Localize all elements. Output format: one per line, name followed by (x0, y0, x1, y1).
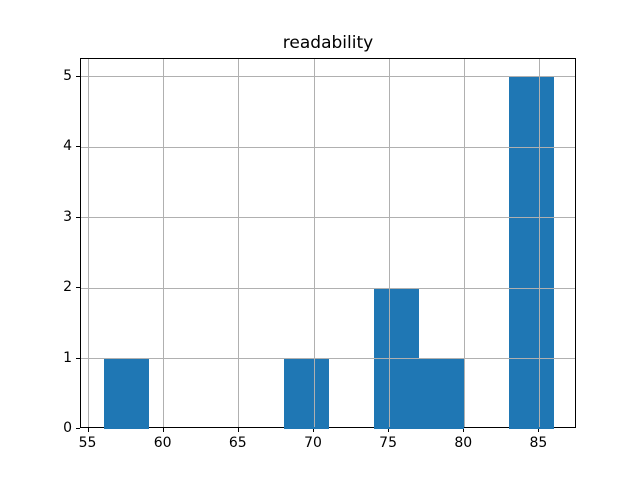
x-gridline (313, 59, 315, 427)
y-tick (76, 216, 80, 218)
x-tick-label: 70 (304, 435, 322, 451)
x-gridline (463, 59, 465, 427)
x-tick (538, 428, 540, 432)
histogram-bar (419, 358, 465, 429)
x-tick (162, 428, 164, 432)
x-tick-label: 75 (379, 435, 398, 451)
x-gridline (238, 59, 240, 427)
x-tick (463, 428, 465, 432)
y-tick-label: 4 (63, 138, 72, 155)
y-tick (76, 287, 80, 288)
y-tick (76, 146, 80, 148)
bars-layer (81, 59, 575, 429)
plot-area (80, 58, 576, 429)
y-tick (76, 357, 80, 359)
y-gridline (81, 146, 575, 148)
histogram-bar (283, 358, 329, 429)
y-gridline (81, 217, 575, 219)
x-tick (237, 428, 239, 432)
x-tick (87, 428, 89, 432)
x-tick-label: 60 (153, 435, 172, 451)
histogram-bar (509, 76, 555, 429)
y-gridline (81, 287, 575, 289)
x-tick-label: 55 (78, 435, 97, 451)
x-tick-label: 85 (529, 435, 548, 451)
y-gridline (81, 76, 575, 78)
y-tick-label: 5 (63, 67, 72, 84)
histogram-bar (103, 358, 149, 429)
y-tick-label: 3 (63, 208, 72, 225)
x-gridline (88, 59, 89, 427)
y-tick-label: 1 (63, 349, 72, 366)
x-tick-label: 80 (454, 435, 473, 451)
y-tick (76, 428, 80, 429)
y-gridline (81, 358, 575, 359)
x-gridline (388, 59, 390, 427)
x-tick (313, 428, 314, 432)
x-tick-label: 65 (228, 435, 247, 451)
y-tick (76, 75, 80, 77)
x-gridline (538, 59, 540, 427)
x-tick (388, 428, 390, 432)
chart-title: readability (282, 33, 374, 53)
x-gridline (163, 59, 165, 427)
y-tick-label: 0 (63, 420, 72, 436)
grid-layer (81, 59, 575, 427)
y-tick-label: 2 (63, 279, 72, 295)
